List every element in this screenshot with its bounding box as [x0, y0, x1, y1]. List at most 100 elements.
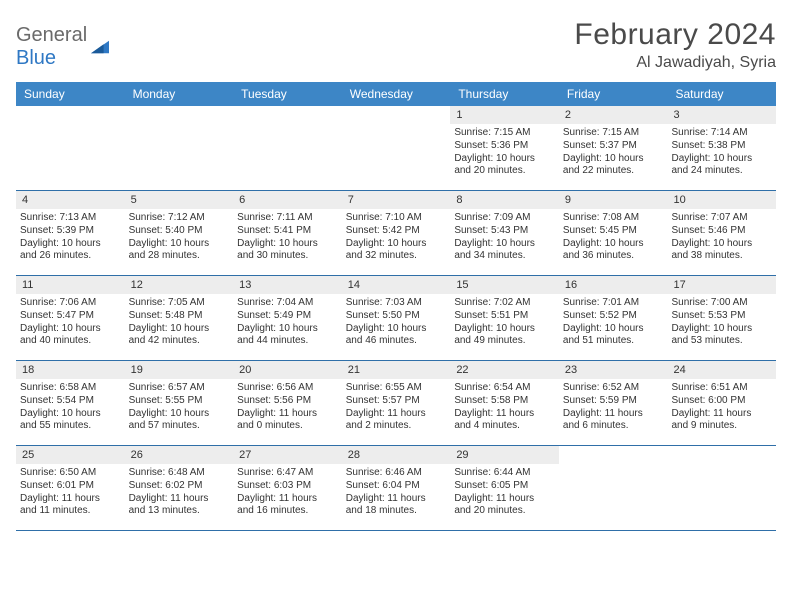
- day1-line: Daylight: 10 hours: [129, 323, 230, 336]
- sunrise-line: Sunrise: 6:44 AM: [454, 467, 555, 480]
- day2-line: and 49 minutes.: [454, 335, 555, 348]
- day2-line: and 13 minutes.: [129, 505, 230, 518]
- brand-word-a: General: [16, 24, 87, 46]
- sunrise-line: Sunrise: 6:50 AM: [20, 467, 121, 480]
- day1-line: Daylight: 10 hours: [671, 323, 772, 336]
- sunset-line: Sunset: 5:38 PM: [671, 140, 772, 153]
- day2-line: and 20 minutes.: [454, 505, 555, 518]
- sunrise-line: Sunrise: 6:54 AM: [454, 382, 555, 395]
- day1-line: Daylight: 10 hours: [563, 153, 664, 166]
- sunrise-line: Sunrise: 6:52 AM: [563, 382, 664, 395]
- sunrise-line: Sunrise: 7:00 AM: [671, 297, 772, 310]
- day-cell: 12Sunrise: 7:05 AMSunset: 5:48 PMDayligh…: [125, 276, 234, 360]
- sunrise-line: Sunrise: 7:10 AM: [346, 212, 447, 225]
- day-number: 24: [667, 361, 776, 379]
- brand-text: General Blue: [16, 24, 87, 70]
- sunrise-line: Sunrise: 6:48 AM: [129, 467, 230, 480]
- day-number: 17: [667, 276, 776, 294]
- sunset-line: Sunset: 5:47 PM: [20, 310, 121, 323]
- sunrise-line: Sunrise: 7:14 AM: [671, 127, 772, 140]
- week-row: 25Sunrise: 6:50 AMSunset: 6:01 PMDayligh…: [16, 446, 776, 531]
- day2-line: and 16 minutes.: [237, 505, 338, 518]
- day1-line: Daylight: 10 hours: [563, 323, 664, 336]
- day2-line: and 44 minutes.: [237, 335, 338, 348]
- day-cell: 23Sunrise: 6:52 AMSunset: 5:59 PMDayligh…: [559, 361, 668, 445]
- day-cell: 27Sunrise: 6:47 AMSunset: 6:03 PMDayligh…: [233, 446, 342, 530]
- sunrise-line: Sunrise: 7:11 AM: [237, 212, 338, 225]
- sunrise-line: Sunrise: 6:46 AM: [346, 467, 447, 480]
- day-number: 18: [16, 361, 125, 379]
- sunrise-line: Sunrise: 7:13 AM: [20, 212, 121, 225]
- day1-line: Daylight: 11 hours: [20, 493, 121, 506]
- day-number: 11: [16, 276, 125, 294]
- sunset-line: Sunset: 5:58 PM: [454, 395, 555, 408]
- day-number: 27: [233, 446, 342, 464]
- day-header: Tuesday: [233, 82, 342, 106]
- day1-line: Daylight: 10 hours: [346, 323, 447, 336]
- day2-line: and 57 minutes.: [129, 420, 230, 433]
- week-row: 4Sunrise: 7:13 AMSunset: 5:39 PMDaylight…: [16, 191, 776, 276]
- title-block: February 2024 Al Jawadiyah, Syria: [574, 18, 776, 72]
- sunset-line: Sunset: 5:42 PM: [346, 225, 447, 238]
- day-cell: 1Sunrise: 7:15 AMSunset: 5:36 PMDaylight…: [450, 106, 559, 190]
- week-row: 1Sunrise: 7:15 AMSunset: 5:36 PMDaylight…: [16, 106, 776, 191]
- sunrise-line: Sunrise: 7:01 AM: [563, 297, 664, 310]
- day-cell: 7Sunrise: 7:10 AMSunset: 5:42 PMDaylight…: [342, 191, 451, 275]
- day-number: 15: [450, 276, 559, 294]
- sunset-line: Sunset: 5:40 PM: [129, 225, 230, 238]
- day-number: 9: [559, 191, 668, 209]
- day-number: 21: [342, 361, 451, 379]
- day-number: 26: [125, 446, 234, 464]
- day-number: 12: [125, 276, 234, 294]
- day1-line: Daylight: 11 hours: [346, 493, 447, 506]
- sunrise-line: Sunrise: 7:03 AM: [346, 297, 447, 310]
- day-header: Monday: [125, 82, 234, 106]
- day-cell: 16Sunrise: 7:01 AMSunset: 5:52 PMDayligh…: [559, 276, 668, 360]
- day-number: 7: [342, 191, 451, 209]
- sunset-line: Sunset: 5:41 PM: [237, 225, 338, 238]
- sunset-line: Sunset: 5:56 PM: [237, 395, 338, 408]
- sunrise-line: Sunrise: 7:06 AM: [20, 297, 121, 310]
- day-cell: 6Sunrise: 7:11 AMSunset: 5:41 PMDaylight…: [233, 191, 342, 275]
- day-header-row: SundayMondayTuesdayWednesdayThursdayFrid…: [16, 82, 776, 106]
- day1-line: Daylight: 11 hours: [237, 493, 338, 506]
- sunset-line: Sunset: 5:45 PM: [563, 225, 664, 238]
- day-number: 4: [16, 191, 125, 209]
- day-number: 22: [450, 361, 559, 379]
- day-cell: [125, 106, 234, 190]
- day-cell: 13Sunrise: 7:04 AMSunset: 5:49 PMDayligh…: [233, 276, 342, 360]
- day2-line: and 18 minutes.: [346, 505, 447, 518]
- day-cell: 4Sunrise: 7:13 AMSunset: 5:39 PMDaylight…: [16, 191, 125, 275]
- day-number: 25: [16, 446, 125, 464]
- sunrise-line: Sunrise: 6:58 AM: [20, 382, 121, 395]
- day1-line: Daylight: 10 hours: [237, 238, 338, 251]
- sunrise-line: Sunrise: 6:55 AM: [346, 382, 447, 395]
- day-number: 16: [559, 276, 668, 294]
- day2-line: and 20 minutes.: [454, 165, 555, 178]
- day1-line: Daylight: 10 hours: [563, 238, 664, 251]
- day-cell: 28Sunrise: 6:46 AMSunset: 6:04 PMDayligh…: [342, 446, 451, 530]
- sunset-line: Sunset: 5:49 PM: [237, 310, 338, 323]
- day-cell: 20Sunrise: 6:56 AMSunset: 5:56 PMDayligh…: [233, 361, 342, 445]
- day-number: 29: [450, 446, 559, 464]
- sunset-line: Sunset: 5:46 PM: [671, 225, 772, 238]
- sunset-line: Sunset: 5:57 PM: [346, 395, 447, 408]
- day2-line: and 2 minutes.: [346, 420, 447, 433]
- day-cell: [559, 446, 668, 530]
- day2-line: and 55 minutes.: [20, 420, 121, 433]
- day-header: Sunday: [16, 82, 125, 106]
- sunset-line: Sunset: 5:55 PM: [129, 395, 230, 408]
- day-number: 28: [342, 446, 451, 464]
- day2-line: and 9 minutes.: [671, 420, 772, 433]
- day1-line: Daylight: 10 hours: [129, 408, 230, 421]
- day-cell: 17Sunrise: 7:00 AMSunset: 5:53 PMDayligh…: [667, 276, 776, 360]
- day2-line: and 0 minutes.: [237, 420, 338, 433]
- day1-line: Daylight: 11 hours: [454, 408, 555, 421]
- calendar: SundayMondayTuesdayWednesdayThursdayFrid…: [16, 82, 776, 531]
- header-bar: General Blue February 2024 Al Jawadiyah,…: [16, 18, 776, 72]
- day2-line: and 22 minutes.: [563, 165, 664, 178]
- day-number: 8: [450, 191, 559, 209]
- day2-line: and 46 minutes.: [346, 335, 447, 348]
- day-number: 2: [559, 106, 668, 124]
- day1-line: Daylight: 11 hours: [346, 408, 447, 421]
